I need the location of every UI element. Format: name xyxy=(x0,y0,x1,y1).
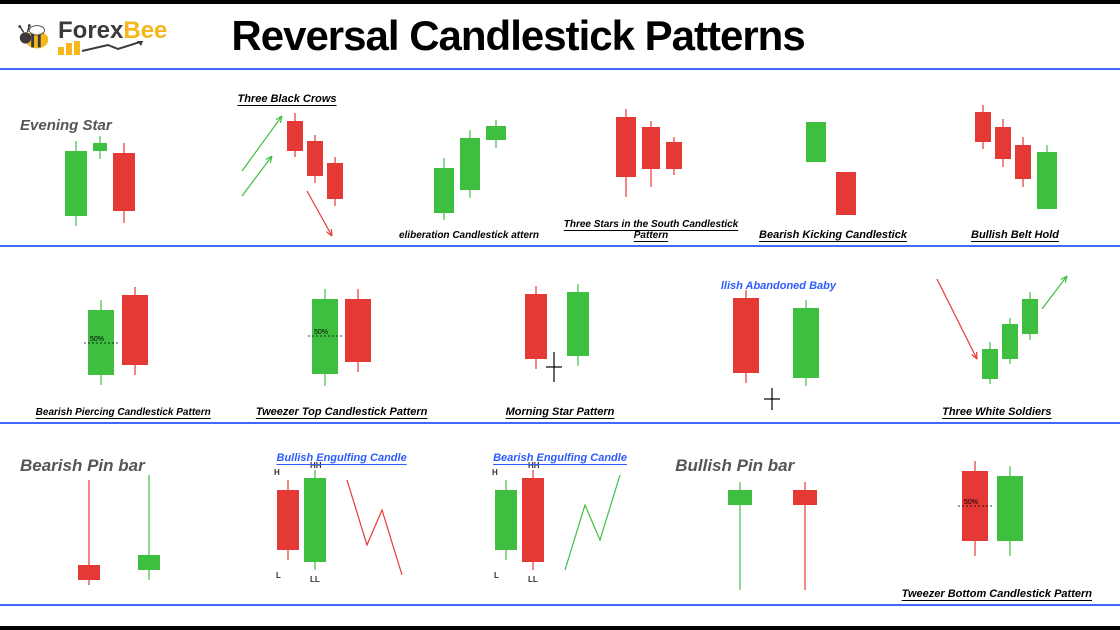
svg-text:LL: LL xyxy=(528,575,538,584)
deliberation-label: eliberation Candlestick attern xyxy=(399,230,539,241)
svg-text:L: L xyxy=(494,571,499,580)
cell-bearish_kicking: Bearish Kicking Candlestick xyxy=(742,107,924,241)
svg-text:50%: 50% xyxy=(314,329,328,336)
tweezer_top-chart: 50% xyxy=(277,274,407,404)
cell-bullish_pin_bar: Bullish Pin bar xyxy=(669,450,887,600)
three_black_crows-chart xyxy=(212,91,362,241)
bullish_pin_bar-label: Bullish Pin bar xyxy=(675,456,794,476)
tweezer_bottom-chart: 50% xyxy=(927,446,1067,586)
bullish_belt_hold-chart xyxy=(955,97,1075,227)
pattern-row-3: Bearish Pin bar Bullish Engulfing Candle H… xyxy=(0,424,1120,604)
bearish_kicking-label: Bearish Kicking Candlestick xyxy=(759,229,907,241)
bearish_engulfing-label: Bearish Engulfing Candle xyxy=(493,452,627,464)
bearish_pin_bar-label: Bearish Pin bar xyxy=(20,456,145,476)
three_stars_south-label: Three Stars in the South Candlestick Pat… xyxy=(560,219,742,241)
cell-bullish_abandoned: llish Abandoned Baby xyxy=(669,278,887,418)
cell-bearish_engulfing: Bearish Engulfing CandleHHHLLL xyxy=(451,450,669,600)
cell-bearish_pin_bar: Bearish Pin bar xyxy=(14,450,232,600)
deliberation-chart xyxy=(414,108,524,228)
bullish_engulfing-chart: HHHLLL xyxy=(252,450,432,600)
brand-prefix: Forex xyxy=(58,17,123,44)
page-title: Reversal Candlestick Patterns xyxy=(191,12,1104,60)
three_stars_south-chart xyxy=(596,97,706,217)
svg-text:H: H xyxy=(492,468,498,477)
cell-three_white_soldiers: Three White Soldiers xyxy=(888,264,1106,418)
bullish_belt_hold-label: Bullish Belt Hold xyxy=(971,229,1059,241)
bearish_piercing-label: Bearish Piercing Candlestick Pattern xyxy=(36,407,211,418)
three_white_soldiers-label: Three White Soldiers xyxy=(942,406,1051,418)
bullish_abandoned-label: llish Abandoned Baby xyxy=(721,280,836,292)
cell-bullish_engulfing: Bullish Engulfing CandleHHHLLL xyxy=(232,450,450,600)
svg-text:50%: 50% xyxy=(90,336,104,343)
bearish_piercing-chart: 50% xyxy=(58,275,188,405)
svg-text:H: H xyxy=(274,468,280,477)
page-container: ForexBee Reversal Candlestick Patterns E… xyxy=(0,0,1120,630)
cell-three_stars_south: Three Stars in the South Candlestick Pat… xyxy=(560,97,742,241)
svg-text:L: L xyxy=(276,571,281,580)
rows-container: Evening Star Three Black Crows eliberation… xyxy=(0,68,1120,606)
evening_star-label: Evening Star xyxy=(20,117,112,134)
three_white_soldiers-chart xyxy=(917,264,1077,404)
cell-deliberation: eliberation Candlestick attern xyxy=(378,108,560,241)
cell-tweezer_top: 50% Tweezer Top Candlestick Pattern xyxy=(232,274,450,418)
cell-morning_star: Morning Star Pattern xyxy=(451,274,669,418)
header: ForexBee Reversal Candlestick Patterns xyxy=(0,4,1120,68)
row-divider xyxy=(0,604,1120,606)
pattern-row-1: Evening Star Three Black Crows eliberation… xyxy=(0,70,1120,245)
cell-evening_star: Evening Star xyxy=(14,111,196,241)
logo-text: ForexBee xyxy=(58,17,167,55)
morning_star-chart xyxy=(495,274,625,404)
brand-suffix: Bee xyxy=(123,17,167,44)
three_black_crows-label: Three Black Crows xyxy=(237,93,336,105)
bearish_engulfing-chart: HHHLLL xyxy=(470,450,650,600)
cell-three_black_crows: Three Black Crows xyxy=(196,91,378,241)
morning_star-label: Morning Star Pattern xyxy=(506,406,615,418)
cell-bullish_belt_hold: Bullish Belt Hold xyxy=(924,97,1106,241)
svg-text:50%: 50% xyxy=(964,499,978,506)
cell-bearish_piercing: 50% Bearish Piercing Candlestick Pattern xyxy=(14,275,232,418)
pattern-row-2: 50%Bearish Piercing Candlestick Pattern5… xyxy=(0,247,1120,422)
tweezer_bottom-label: Tweezer Bottom Candlestick Pattern xyxy=(902,588,1092,600)
cell-tweezer_bottom: 50% Tweezer Bottom Candlestick Pattern xyxy=(888,446,1106,600)
bearish_kicking-chart xyxy=(778,107,888,227)
tweezer_top-label: Tweezer Top Candlestick Pattern xyxy=(256,406,428,418)
logo: ForexBee xyxy=(16,17,167,55)
svg-text:LL: LL xyxy=(310,575,320,584)
bullish_engulfing-label: Bullish Engulfing Candle xyxy=(277,452,407,464)
bullish_abandoned-chart xyxy=(703,278,853,418)
bee-icon xyxy=(16,17,54,55)
